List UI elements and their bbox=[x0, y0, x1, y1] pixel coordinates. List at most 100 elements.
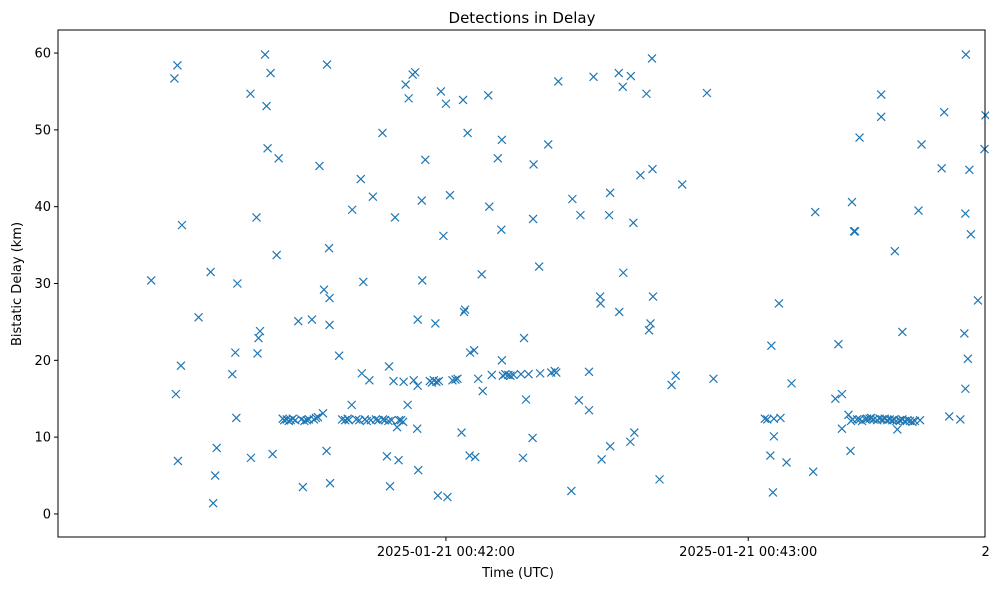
data-point bbox=[274, 153, 284, 163]
data-point bbox=[960, 384, 970, 394]
data-point bbox=[263, 143, 273, 153]
y-tick-label: 30 bbox=[34, 277, 51, 292]
data-point bbox=[371, 415, 381, 424]
data-point bbox=[939, 107, 949, 117]
data-point bbox=[322, 60, 332, 69]
data-point bbox=[484, 202, 494, 212]
data-point bbox=[529, 160, 539, 169]
data-point bbox=[960, 209, 970, 219]
data-point bbox=[431, 377, 441, 387]
data-point bbox=[448, 375, 457, 385]
data-point bbox=[648, 164, 657, 174]
data-point bbox=[852, 415, 862, 424]
data-point bbox=[470, 452, 480, 462]
data-point bbox=[478, 386, 488, 396]
data-point bbox=[293, 316, 303, 326]
data-point bbox=[410, 67, 420, 77]
data-point bbox=[519, 333, 529, 343]
data-point bbox=[451, 375, 460, 384]
data-point bbox=[413, 315, 423, 325]
tick-layer: 0 10 20 30 40 50 60 2025-01-21 00:42:00 2025-01-… bbox=[34, 47, 989, 560]
data-point bbox=[433, 491, 443, 500]
data-point bbox=[908, 417, 917, 427]
data-point bbox=[973, 295, 983, 305]
x-tick-label: 2025-01-21 00:43:00 bbox=[679, 545, 817, 560]
data-point bbox=[231, 413, 241, 423]
data-point bbox=[959, 329, 969, 338]
data-point bbox=[914, 206, 923, 215]
data-point bbox=[644, 325, 654, 335]
data-point bbox=[808, 467, 818, 477]
data-point bbox=[534, 262, 544, 272]
data-point bbox=[146, 276, 156, 285]
data-point bbox=[364, 375, 374, 385]
data-point bbox=[176, 361, 186, 371]
data-point bbox=[776, 413, 785, 423]
data-point bbox=[964, 165, 974, 175]
data-point bbox=[318, 408, 328, 418]
data-point bbox=[390, 213, 400, 222]
data-point bbox=[458, 95, 468, 105]
data-point bbox=[524, 369, 533, 379]
data-point bbox=[765, 451, 775, 460]
data-point bbox=[322, 446, 331, 456]
data-point bbox=[702, 88, 712, 98]
data-point bbox=[876, 112, 886, 122]
data-point bbox=[347, 205, 357, 215]
data-point bbox=[589, 72, 598, 82]
data-point bbox=[605, 188, 615, 198]
data-point bbox=[850, 226, 860, 236]
data-point bbox=[347, 400, 357, 410]
data-point bbox=[768, 488, 778, 497]
data-point bbox=[177, 220, 187, 230]
data-point bbox=[387, 415, 396, 425]
data-point bbox=[855, 133, 864, 142]
data-point bbox=[766, 341, 776, 351]
data-point bbox=[505, 371, 515, 381]
data-point bbox=[208, 498, 218, 508]
data-point bbox=[487, 370, 497, 380]
data-point bbox=[543, 140, 553, 149]
data-point bbox=[436, 87, 446, 96]
data-point bbox=[260, 50, 270, 60]
data-point bbox=[647, 53, 657, 63]
data-point bbox=[496, 225, 506, 235]
data-point bbox=[171, 389, 181, 399]
data-point bbox=[566, 486, 576, 496]
data-point bbox=[457, 428, 466, 437]
data-point bbox=[937, 163, 947, 173]
data-point bbox=[576, 210, 585, 220]
data-point bbox=[626, 71, 636, 81]
data-point bbox=[417, 276, 427, 285]
data-point bbox=[584, 367, 594, 377]
data-point bbox=[709, 374, 718, 384]
data-point bbox=[412, 424, 422, 434]
data-point bbox=[246, 453, 256, 463]
data-point bbox=[614, 307, 624, 317]
data-point bbox=[438, 231, 448, 241]
data-point bbox=[325, 478, 335, 488]
data-point bbox=[596, 299, 606, 308]
data-point bbox=[500, 369, 510, 379]
y-tick-label: 10 bbox=[34, 431, 51, 446]
data-point bbox=[774, 299, 784, 308]
data-point bbox=[311, 413, 321, 423]
data-point bbox=[618, 82, 628, 92]
data-point bbox=[420, 155, 430, 165]
y-tick-label: 20 bbox=[34, 354, 51, 369]
data-point bbox=[655, 474, 664, 484]
data-point bbox=[963, 354, 973, 364]
data-point bbox=[378, 128, 387, 138]
data-point bbox=[528, 214, 538, 224]
data-point bbox=[760, 414, 770, 424]
data-point bbox=[614, 68, 624, 78]
data-point bbox=[319, 285, 329, 295]
data-point bbox=[324, 243, 334, 253]
x-tick-label: 2025-01-21 00:42:00 bbox=[377, 545, 515, 560]
data-point bbox=[173, 456, 183, 466]
data-point bbox=[445, 190, 455, 200]
data-point bbox=[584, 405, 594, 415]
data-point bbox=[837, 424, 847, 434]
data-point bbox=[384, 416, 393, 426]
data-point bbox=[980, 144, 989, 154]
